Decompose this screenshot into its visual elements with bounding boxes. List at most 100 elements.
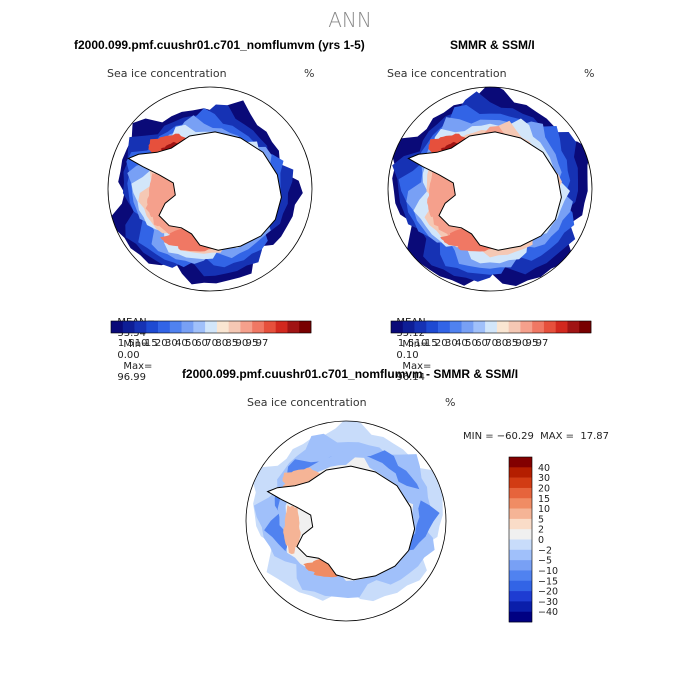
obs-units: % bbox=[584, 67, 595, 80]
model-colorbar-bin bbox=[122, 321, 135, 333]
model-colorbar-tick: 15 bbox=[145, 338, 158, 349]
model-colorbar-bin bbox=[169, 321, 182, 333]
diff-colorbar-tick: 40 bbox=[538, 463, 550, 474]
model-colorbar-frame bbox=[110, 320, 312, 334]
obs-colorbar-bin bbox=[543, 321, 557, 333]
obs-colorbar-tick: 97 bbox=[536, 338, 549, 349]
model-colorbar-tick: 20 bbox=[155, 338, 168, 349]
diff-colorbar-tick: 10 bbox=[538, 504, 550, 515]
model-colorbar-bin bbox=[193, 321, 206, 333]
diff-minmax: MIN = −60.29 MAX = 17.87 bbox=[463, 431, 610, 442]
model-colorbar-bin bbox=[252, 321, 265, 333]
obs-colorbar-bin bbox=[473, 321, 486, 333]
diff-colorbar-tick: −2 bbox=[538, 545, 552, 556]
obs-colorbar-tick: 15 bbox=[425, 338, 438, 349]
obs-colorbar-bin bbox=[567, 321, 580, 333]
diff-colorbar-tick: −15 bbox=[538, 576, 558, 587]
model-colorbar-tick: 5 bbox=[128, 338, 134, 349]
diff-subtitle: Sea ice concentration bbox=[247, 396, 367, 409]
model-colorbar-bin bbox=[275, 321, 288, 333]
obs-max: 96.14 bbox=[396, 372, 425, 383]
diff-colorbar-frame bbox=[508, 456, 533, 623]
obs-colorbar-bin bbox=[414, 321, 427, 333]
model-colorbar-bin bbox=[287, 321, 300, 333]
diff-colorbar-bin bbox=[509, 508, 532, 520]
model-map-border bbox=[107, 86, 313, 292]
diff-colorbar-bin bbox=[509, 477, 532, 489]
model-map bbox=[107, 86, 313, 292]
diff-colorbar-bin bbox=[509, 539, 532, 551]
diff-colorbar-bin bbox=[509, 601, 532, 612]
model-units: % bbox=[304, 67, 315, 80]
obs-colorbar-bin bbox=[402, 321, 415, 333]
obs-colorbar-bin bbox=[485, 321, 498, 333]
diff-colorbar-bin bbox=[509, 467, 532, 478]
diff-colorbar-tick: −20 bbox=[538, 587, 558, 598]
obs-colorbar-bin bbox=[579, 321, 592, 333]
obs-colorbar-bin bbox=[555, 321, 568, 333]
obs-panel-title: SMMR & SSM/I bbox=[450, 38, 535, 52]
diff-colorbar-bin bbox=[509, 457, 532, 468]
obs-colorbar-bin bbox=[426, 321, 439, 333]
obs-field bbox=[388, 87, 592, 291]
obs-colorbar-tick: 60 bbox=[475, 338, 488, 349]
model-colorbar-bin bbox=[146, 321, 159, 333]
obs-max-label: Max= bbox=[402, 361, 432, 372]
model-colorbar-tick: 90 bbox=[235, 338, 248, 349]
model-max-label: Max= bbox=[123, 361, 153, 372]
model-colorbar-bin bbox=[240, 321, 253, 333]
model-colorbar-tick: 1 bbox=[118, 338, 124, 349]
obs-map bbox=[387, 86, 593, 292]
model-colorbar-bin bbox=[228, 321, 241, 333]
diff-colorbar-tick: 15 bbox=[538, 494, 550, 505]
model-colorbar-bin bbox=[205, 321, 218, 333]
obs-colorbar-tick: 1 bbox=[398, 338, 404, 349]
diff-colorbar-bin bbox=[509, 580, 532, 592]
diff-colorbar-bin bbox=[509, 570, 532, 582]
diff-colorbar-tick: −30 bbox=[538, 597, 558, 608]
obs-colorbar-tick: 10 bbox=[415, 338, 428, 349]
obs-colorbar-bin bbox=[520, 321, 533, 333]
obs-min-label: Min= bbox=[402, 339, 429, 350]
obs-mean: 35.12 bbox=[396, 328, 425, 339]
model-colorbar-bin bbox=[263, 321, 277, 333]
obs-colorbar-bin bbox=[508, 321, 521, 333]
obs-colorbar-bin bbox=[532, 321, 545, 333]
model-colorbar-bin bbox=[158, 321, 171, 333]
model-colorbar-tick: 30 bbox=[165, 338, 178, 349]
model-colorbar-tick: 40 bbox=[175, 338, 188, 349]
obs-colorbar-bin bbox=[391, 321, 404, 333]
diff-colorbar-bin bbox=[509, 549, 532, 561]
diff-colorbar-tick: 0 bbox=[538, 535, 544, 546]
diff-colorbar-bin bbox=[509, 611, 532, 623]
model-min: 0.00 bbox=[117, 350, 140, 361]
diff-colorbar-tick: 5 bbox=[538, 514, 544, 525]
obs-colorbar-tick: 95 bbox=[526, 338, 539, 349]
page-title: ANN bbox=[328, 8, 372, 32]
diff-colorbar-tick: −5 bbox=[538, 556, 552, 567]
obs-colorbar-bin bbox=[438, 321, 451, 333]
model-colorbar-bin bbox=[111, 321, 124, 333]
model-colorbar-tick: 70 bbox=[205, 338, 218, 349]
model-colorbar-tick: 10 bbox=[135, 338, 148, 349]
obs-colorbar-bin bbox=[496, 321, 509, 333]
obs-colorbar-tick: 50 bbox=[465, 338, 478, 349]
obs-colorbar-tick: 90 bbox=[515, 338, 528, 349]
model-colorbar-tick: 97 bbox=[256, 338, 269, 349]
diff-bellingshausen bbox=[283, 505, 301, 555]
obs-antarctica bbox=[407, 131, 562, 251]
model-colorbar-bin bbox=[134, 321, 147, 333]
model-max: 96.99 bbox=[117, 372, 146, 383]
model-colorbar-tick: 60 bbox=[195, 338, 208, 349]
model-colorbar-bin bbox=[299, 321, 312, 333]
obs-colorbar-tick: 80 bbox=[495, 338, 508, 349]
model-colorbar-bin bbox=[181, 321, 194, 333]
obs-colorbar-frame bbox=[390, 320, 592, 334]
model-colorbar-tick: 95 bbox=[246, 338, 259, 349]
obs-colorbar-tick: 30 bbox=[445, 338, 458, 349]
diff-colorbar-tick: −40 bbox=[538, 607, 558, 618]
diff-colorbar-tick: 20 bbox=[538, 483, 550, 494]
